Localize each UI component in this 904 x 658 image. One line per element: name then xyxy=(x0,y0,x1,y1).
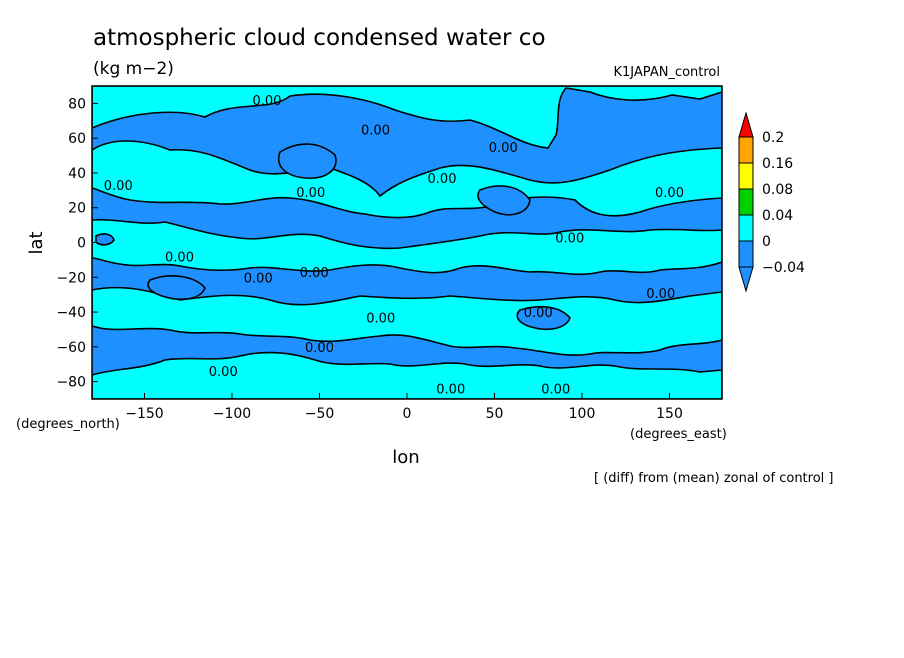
colorbar-swatch xyxy=(738,136,754,164)
y-axis: −80 −60 −40 −20 0 20 40 60 80 xyxy=(56,96,98,391)
contour-label: 0.00 xyxy=(524,306,553,321)
run-label: K1JAPAN_control xyxy=(614,65,720,80)
colorbar-label: 0.16 xyxy=(762,156,793,172)
colorbar-label: 0.08 xyxy=(762,182,793,198)
x-axis: −150 −100 −50 0 50 100 150 xyxy=(125,393,683,422)
region-blob-c xyxy=(147,275,206,301)
y-tick-label: −40 xyxy=(56,305,86,321)
contour-labels: 0.00 0.00 0.00 0.00 0.00 0.00 0.00 0.00 0.00 0.00… xyxy=(104,94,684,398)
colorbar-bottom-arrow xyxy=(738,266,754,293)
x-tick-label: 150 xyxy=(656,406,683,422)
x-tick-label: 0 xyxy=(403,406,412,422)
contour-label: 0.00 xyxy=(209,365,238,380)
x-units-label: (degrees_east) xyxy=(630,427,727,442)
y-tick-label: 40 xyxy=(68,166,86,182)
region-north-band xyxy=(92,86,722,149)
x-tick-label: −100 xyxy=(213,406,251,422)
x-tick-label: 50 xyxy=(486,406,504,422)
contour-label: 0.00 xyxy=(555,231,584,246)
contour-label: 0.00 xyxy=(436,383,465,398)
y-units-label: (degrees_north) xyxy=(16,417,120,432)
contour-label: 0.00 xyxy=(244,271,273,286)
region-blob-e xyxy=(95,233,115,246)
y-tick-label: 20 xyxy=(68,201,86,217)
colorbar: 0.2 0.16 0.08 0.04 0 −0.04 xyxy=(738,111,805,293)
colorbar-label: −0.04 xyxy=(762,260,805,276)
contour-label: 0.00 xyxy=(165,250,194,265)
x-tick-label: 100 xyxy=(569,406,596,422)
x-tick-label: −50 xyxy=(305,406,335,422)
contour-label: 0.00 xyxy=(300,266,329,281)
region-blob-a xyxy=(278,143,337,180)
y-tick-label: −60 xyxy=(56,340,86,356)
y-tick-label: 60 xyxy=(68,131,86,147)
region-equatorial xyxy=(92,218,722,276)
footnote: [ (diff) from (mean) zonal of control ] xyxy=(594,471,833,486)
contour-label: 0.00 xyxy=(489,141,518,156)
colorbar-label: 0.04 xyxy=(762,208,793,224)
colorbar-top-arrow xyxy=(738,111,754,138)
x-axis-label: lon xyxy=(392,447,419,468)
y-tick-label: 0 xyxy=(77,236,86,252)
y-tick-label: −80 xyxy=(56,375,86,391)
units-label: (kg m−2) xyxy=(93,59,174,79)
y-tick-label: 80 xyxy=(68,96,86,112)
x-tick-label: −150 xyxy=(125,406,163,422)
colorbar-swatch xyxy=(738,188,754,216)
contour-label: 0.00 xyxy=(296,186,325,201)
contour-label: 0.00 xyxy=(305,341,334,356)
y-tick-label: −20 xyxy=(56,270,86,286)
colorbar-label: 0 xyxy=(762,234,771,250)
y-axis-label: lat xyxy=(26,231,47,254)
plot-area: 0.00 0.00 0.00 0.00 0.00 0.00 0.00 0.00 0.00 0.00… xyxy=(92,86,722,399)
cyan-regions xyxy=(92,86,722,399)
contour-label: 0.00 xyxy=(655,186,684,201)
region-south-low xyxy=(92,351,722,399)
region-blob-d xyxy=(516,305,571,331)
contour-label: 0.00 xyxy=(541,383,570,398)
contour-label: 0.00 xyxy=(366,311,395,326)
contour-label: 0.00 xyxy=(253,94,282,109)
chart-title: atmospheric cloud condensed water co xyxy=(93,25,546,51)
contour-label: 0.00 xyxy=(646,287,675,302)
region-blob-b xyxy=(477,185,531,216)
contour-label: 0.00 xyxy=(361,123,390,138)
colorbar-swatch xyxy=(738,162,754,190)
contour-label: 0.00 xyxy=(104,179,133,194)
colorbar-swatch xyxy=(738,240,754,268)
contour-label: 0.00 xyxy=(428,172,457,187)
region-south-mid xyxy=(92,286,722,356)
colorbar-label: 0.2 xyxy=(762,130,784,146)
colorbar-swatch xyxy=(738,214,754,242)
